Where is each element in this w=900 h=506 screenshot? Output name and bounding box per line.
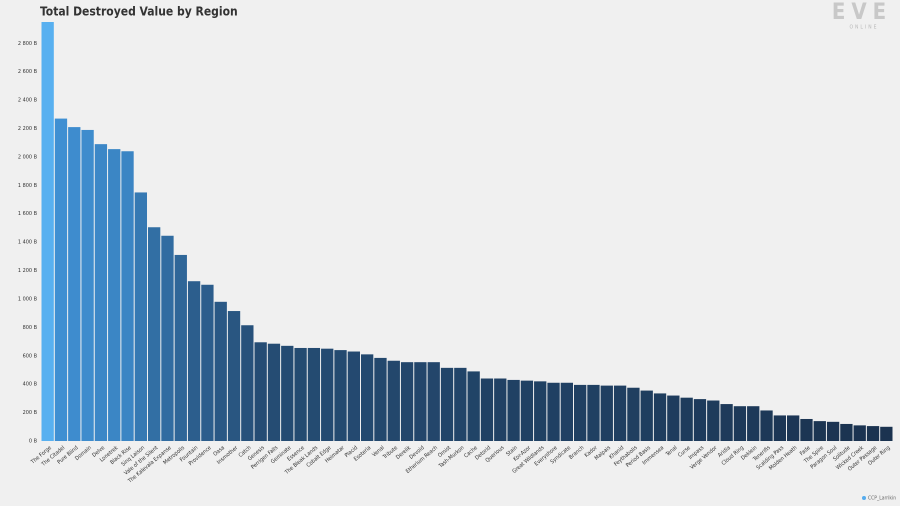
bar xyxy=(148,227,161,441)
bar xyxy=(813,421,826,441)
bar xyxy=(254,342,267,441)
bar xyxy=(787,415,800,441)
bar xyxy=(374,357,387,441)
bar xyxy=(400,362,414,441)
bar xyxy=(454,367,467,441)
bar xyxy=(321,348,334,441)
bar xyxy=(800,418,813,441)
bar xyxy=(760,410,773,441)
bar xyxy=(440,367,454,441)
bar xyxy=(747,406,760,441)
bar xyxy=(680,397,693,441)
bar xyxy=(94,144,108,441)
y-tick-label: 2 200 B xyxy=(18,126,38,132)
bar xyxy=(587,384,600,441)
bar xyxy=(547,382,560,441)
bar xyxy=(121,151,134,441)
y-tick-label: 0 B xyxy=(29,439,38,445)
y-tick-label: 600 B xyxy=(23,353,38,359)
bar xyxy=(574,384,587,441)
y-tick-label: 1 200 B xyxy=(18,268,38,274)
y-tick-label: 2 400 B xyxy=(18,98,38,104)
bar xyxy=(560,382,573,441)
bird-icon xyxy=(862,496,866,500)
y-tick-label: 2 600 B xyxy=(18,69,38,75)
bar xyxy=(733,406,747,441)
bar xyxy=(773,415,786,441)
bar xyxy=(494,378,507,441)
bar xyxy=(880,426,893,441)
bar xyxy=(467,371,480,441)
logo-sub: ONLINE xyxy=(850,25,879,31)
bar xyxy=(174,254,187,441)
logo: EVE xyxy=(832,0,892,25)
bar xyxy=(294,347,307,441)
bar xyxy=(361,354,374,441)
y-tick-label: 400 B xyxy=(23,382,38,388)
bar xyxy=(520,380,534,441)
bar xyxy=(414,362,427,441)
y-tick-label: 2 800 B xyxy=(18,41,38,47)
bar xyxy=(134,192,147,441)
bar xyxy=(41,22,54,441)
bar xyxy=(334,350,347,441)
bar xyxy=(600,385,613,441)
bar xyxy=(281,345,294,441)
bar xyxy=(826,421,840,441)
bar xyxy=(387,360,400,441)
bar xyxy=(241,325,254,441)
y-tick-label: 2 000 B xyxy=(18,154,38,160)
bar xyxy=(267,343,281,441)
bar xyxy=(853,425,866,441)
bar xyxy=(613,385,627,441)
bar xyxy=(693,399,707,441)
bar xyxy=(840,423,853,441)
bar xyxy=(640,390,653,441)
bar xyxy=(667,395,680,441)
y-tick-label: 1 600 B xyxy=(18,211,38,217)
y-tick-label: 1 400 B xyxy=(18,240,38,246)
y-tick-label: 1 800 B xyxy=(18,183,38,189)
bar xyxy=(187,281,201,441)
bar xyxy=(214,301,227,441)
y-tick-label: 200 B xyxy=(23,410,38,416)
bar xyxy=(81,129,94,441)
bar xyxy=(627,387,640,441)
y-tick-label: 1 000 B xyxy=(18,296,38,302)
bar xyxy=(108,149,121,441)
y-tick-label: 800 B xyxy=(23,325,38,331)
bar xyxy=(227,311,241,441)
credit: CCP_Larrikin xyxy=(868,496,896,502)
bar xyxy=(720,404,733,441)
bar xyxy=(307,347,321,441)
chart-title: Total Destroyed Value by Region xyxy=(40,5,238,19)
bar xyxy=(427,362,440,441)
bar xyxy=(68,127,81,441)
bar xyxy=(866,426,880,441)
bar xyxy=(347,351,360,441)
bar xyxy=(54,118,68,441)
bar xyxy=(201,284,214,441)
bar xyxy=(534,381,547,441)
bar xyxy=(480,378,494,441)
bar xyxy=(507,379,520,441)
bar xyxy=(653,393,667,441)
bar xyxy=(707,400,720,441)
bar xyxy=(161,235,174,441)
